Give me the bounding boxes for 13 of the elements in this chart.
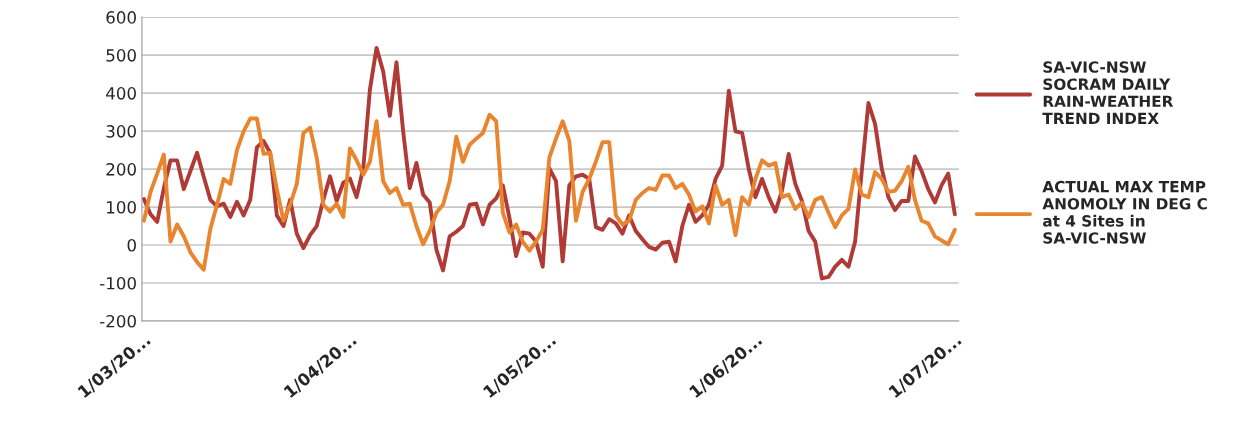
y-tick-label: 200 bbox=[106, 163, 136, 176]
line-series bbox=[141, 112, 957, 272]
y-tick-label: -200 bbox=[100, 314, 136, 328]
y-tick-label: 600 bbox=[106, 11, 136, 24]
legend-label: ACTUAL MAX TEMP ANOMOLY IN DEG C at 4 Sites in SA-VIC-NSW bbox=[1042, 180, 1207, 244]
legend-label: SA-VIC-NSW SOCRAM DAILY RAIN-WEATHER TREND INDEX bbox=[1042, 61, 1174, 124]
line-series bbox=[141, 45, 957, 281]
y-tick-label: 300 bbox=[106, 125, 136, 138]
y-tick-label: -100 bbox=[100, 276, 136, 290]
y-tick-label: 400 bbox=[106, 87, 136, 100]
y-tick-label: 0 bbox=[127, 238, 136, 252]
y-tick-label: 100 bbox=[107, 201, 136, 214]
y-tick-label: 500 bbox=[106, 49, 136, 62]
